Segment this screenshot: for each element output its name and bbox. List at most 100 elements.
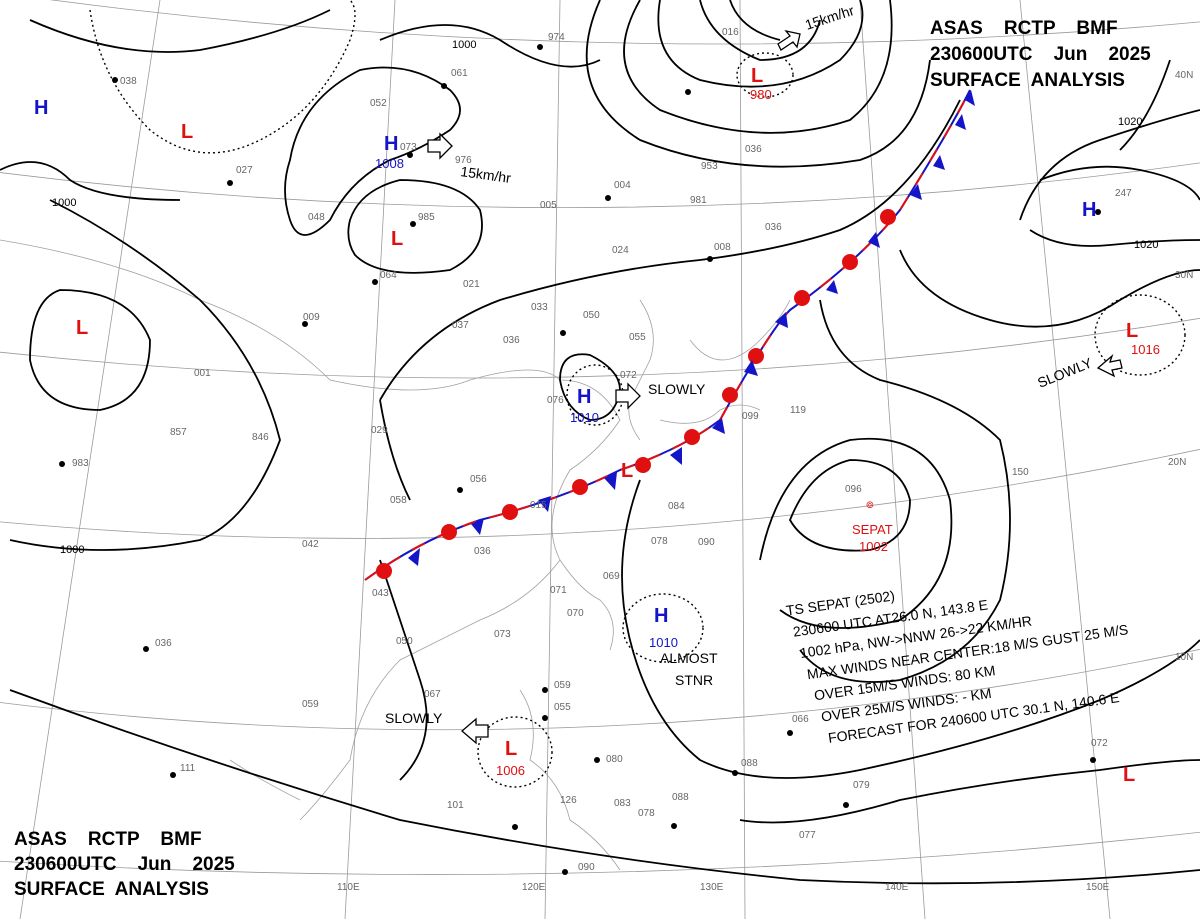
station-label: 042 [302, 539, 319, 550]
station-label: 071 [550, 585, 567, 596]
low-pressure-value: 1006 [496, 763, 525, 778]
longitude-label: 110E [337, 882, 360, 893]
isobar-label: 1000 [452, 39, 476, 51]
isobar-label: 1000 [60, 544, 84, 556]
latitude-label: 20N [1168, 457, 1186, 468]
header-line: SURFACE ANALYSIS [14, 879, 209, 900]
high-pressure-value: 1008 [375, 156, 404, 171]
station-label: 247 [1115, 188, 1132, 199]
station-label: 088 [672, 792, 689, 803]
station-label: 050 [396, 636, 413, 647]
station-markers [59, 44, 1101, 875]
station-labels: 974 061 052 073 976 027 048 985 064 021 … [72, 27, 1132, 873]
header-top: ASAS RCTP BMF 230600UTC Jun 2025 SURFACE… [930, 18, 1151, 91]
low-center: L [181, 121, 193, 143]
station-label: 036 [745, 144, 762, 155]
station-label: 090 [578, 862, 595, 873]
station-label: 058 [390, 495, 407, 506]
latitude-label: 40N [1175, 70, 1193, 81]
station-label: 064 [380, 270, 397, 281]
station-label: 021 [463, 279, 480, 290]
station-label: 088 [741, 758, 758, 769]
longitude-label: 130E [700, 882, 724, 893]
storm-name: SEPAT [852, 522, 893, 537]
header-bottom: ASAS RCTP BMF 230600UTC Jun 2025 SURFACE… [14, 829, 235, 900]
pressure-systems: H 1008 H 1010 H 1010 H H L 980 L 1016 L … [34, 65, 1160, 786]
station-label: 043 [372, 588, 389, 599]
cold-front-triangles [408, 90, 975, 566]
high-center: H [384, 133, 398, 155]
station-label: 036 [765, 222, 782, 233]
station-label: 101 [447, 800, 464, 811]
station-label: 067 [424, 689, 441, 700]
low-center: L [505, 738, 517, 760]
station-label: 096 [845, 484, 862, 495]
high-pressure-value: 1010 [649, 635, 678, 650]
station-label: 036 [155, 638, 172, 649]
latitude-label: 10N [1175, 652, 1193, 663]
low-center: L [751, 65, 763, 87]
station-label: 029 [371, 425, 388, 436]
station-label: 974 [548, 32, 565, 43]
low-center: L [391, 228, 403, 250]
header-line: ASAS RCTP BMF [14, 829, 202, 850]
station-label: 055 [554, 702, 571, 713]
station-label: 126 [560, 795, 577, 806]
motion-label: SLOWLY [1035, 354, 1095, 391]
motion-label: ALMOST [660, 650, 718, 666]
station-label: 077 [799, 830, 816, 841]
storm-info-block: TS SEPAT (2502) 230600 UTC AT26.0 N, 143… [785, 587, 1129, 745]
station-label: 038 [120, 76, 137, 87]
stationary-front [364, 89, 975, 581]
station-label: 111 [180, 763, 196, 774]
isobar-label: 1020 [1118, 116, 1142, 128]
high-center: H [654, 605, 668, 627]
low-pressure-value: 980 [750, 87, 772, 102]
header-line: SURFACE ANALYSIS [930, 70, 1125, 91]
station-label: 001 [194, 368, 211, 379]
motion-speed-label: 15km/hr [460, 163, 513, 186]
station-label: 857 [170, 427, 187, 438]
station-label: 079 [853, 780, 870, 791]
station-label: 037 [452, 320, 469, 331]
tropical-storm: ๏ SEPAT 1002 [852, 496, 893, 554]
station-label: 976 [455, 155, 472, 166]
station-label: 150 [1012, 467, 1029, 478]
station-label: 004 [614, 180, 631, 191]
coastlines [0, 239, 791, 871]
station-label: 048 [308, 212, 325, 223]
longitude-label: 140E [885, 882, 909, 893]
station-label: 027 [236, 165, 253, 176]
longitude-label: 150E [1086, 882, 1110, 893]
header-line: ASAS RCTP BMF [930, 18, 1118, 39]
station-label: 036 [474, 546, 491, 557]
isobar-label: 1000 [52, 197, 76, 209]
low-center: L [621, 460, 633, 482]
station-label: 985 [418, 212, 435, 223]
station-label: 076 [547, 395, 564, 406]
station-label: 953 [701, 161, 718, 172]
station-label: 005 [540, 200, 557, 211]
header-line: 230600UTC Jun 2025 [14, 854, 235, 875]
station-label: 015 [530, 500, 547, 511]
motion-label: SLOWLY [385, 710, 443, 726]
station-label: 983 [72, 458, 89, 469]
motion-speed-label: 15km/hr [803, 2, 856, 33]
station-label: 070 [567, 608, 584, 619]
high-center: H [577, 386, 591, 408]
station-label: 008 [714, 242, 731, 253]
station-label: 072 [1091, 738, 1108, 749]
station-label: 036 [503, 335, 520, 346]
grid-labels: 110E 120E 130E 140E 150E 40N 30N 20N 10N [337, 70, 1193, 893]
motion-label: SLOWLY [648, 381, 706, 397]
isobars [0, 0, 1200, 885]
station-label: 981 [690, 195, 707, 206]
high-center: H [34, 97, 48, 119]
high-center: H [1082, 199, 1096, 221]
station-label: 072 [620, 370, 637, 381]
station-label: 016 [722, 27, 739, 38]
station-label: 050 [583, 310, 600, 321]
station-label: 073 [494, 629, 511, 640]
header-line: 230600UTC Jun 2025 [930, 44, 1151, 65]
